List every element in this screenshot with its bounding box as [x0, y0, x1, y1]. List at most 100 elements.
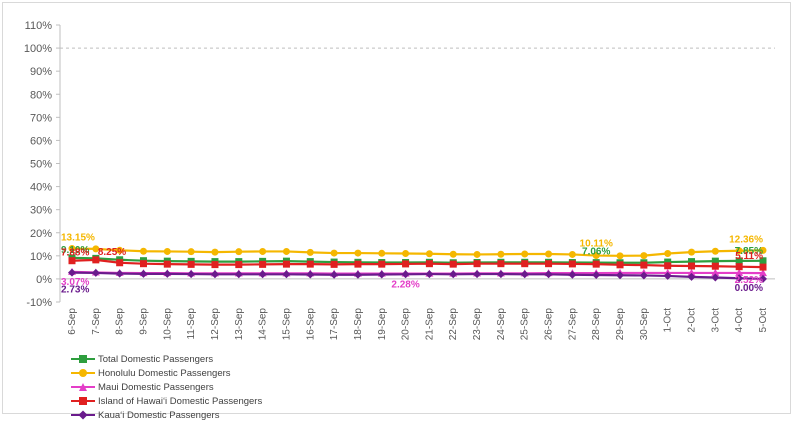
- x-tick-label: 26-Sep: [544, 308, 555, 341]
- data-point: [235, 261, 243, 269]
- data-point: [211, 248, 219, 256]
- series-line: [71, 247, 764, 257]
- legend-item: Island of Hawai‘i Domestic Passengers: [71, 394, 262, 408]
- x-tick-label: 18-Sep: [353, 308, 364, 341]
- legend-item: Honolulu Domestic Passengers: [71, 366, 262, 380]
- data-point: [711, 268, 720, 276]
- data-point: [664, 262, 672, 270]
- data-label: 12.36%: [729, 234, 763, 245]
- data-point: [639, 271, 648, 280]
- data-point: [258, 270, 267, 279]
- x-tick-label: 10-Sep: [162, 308, 173, 341]
- x-tick-label: 29-Sep: [615, 308, 626, 341]
- data-point: [496, 270, 505, 279]
- data-point: [568, 270, 577, 279]
- legend-label: Kaua‘i Domestic Passengers: [98, 409, 220, 421]
- data-labels: 13.15%9.10%7.88% 8.25% 3.07%2.73% 2.28% 10.1…: [61, 233, 763, 296]
- data-point: [568, 260, 576, 268]
- data-point: [187, 260, 195, 268]
- data-label: 0.00%: [735, 283, 763, 294]
- x-tick-label: 28-Sep: [591, 308, 602, 341]
- data-point: [711, 262, 719, 270]
- data-point: [68, 257, 76, 265]
- data-point: [282, 247, 290, 255]
- y-tick-label: 60%: [30, 135, 52, 147]
- data-point: [330, 270, 339, 279]
- x-tick-label: 1-Oct: [663, 308, 674, 333]
- x-tick-label: 4-Oct: [734, 308, 745, 333]
- y-tick-label: 80%: [30, 89, 52, 101]
- data-point: [306, 248, 314, 256]
- data-label: 9.10%: [61, 245, 89, 256]
- series-lines: [68, 245, 767, 283]
- x-tick-label: 9-Sep: [138, 308, 149, 335]
- data-point: [139, 247, 147, 255]
- data-point: [711, 273, 720, 282]
- legend-label: Honolulu Domestic Passengers: [98, 367, 231, 379]
- data-point: [92, 256, 100, 264]
- data-point: [664, 258, 672, 266]
- data-point: [735, 257, 743, 265]
- y-tick-label: 0%: [36, 274, 52, 286]
- series-4: [68, 256, 767, 271]
- y-tick-label: -10%: [26, 297, 52, 309]
- y-axis-tick-labels: -10% 0% 10% 20% 30% 40% 50% 60% 70% 80% 90% 100% 110…: [24, 20, 52, 309]
- data-point: [759, 257, 767, 265]
- data-point: [640, 261, 648, 269]
- legend: Total Domestic Passengers Honolulu Domest…: [71, 352, 262, 422]
- data-point: [473, 250, 481, 258]
- data-point: [115, 269, 124, 278]
- data-point: [282, 260, 290, 268]
- x-tick-label: 12-Sep: [210, 308, 221, 341]
- data-point: [210, 270, 219, 279]
- line-chart: -10% 0% 10% 20% 30% 40% 50% 60% 70% 80% 90% 100% 110…: [24, 20, 775, 341]
- data-point: [235, 248, 243, 256]
- x-tick-label: 16-Sep: [305, 308, 316, 341]
- x-tick-label: 14-Sep: [258, 308, 269, 341]
- y-tick-label: 40%: [30, 182, 52, 194]
- y-tick-label: 100%: [24, 43, 52, 55]
- data-point: [425, 270, 434, 279]
- data-point: [187, 248, 195, 256]
- data-label: 3.07%: [61, 277, 89, 288]
- data-point: [163, 260, 171, 268]
- data-point: [711, 257, 719, 265]
- x-tick-label: 24-Sep: [496, 308, 507, 341]
- data-point: [259, 260, 267, 268]
- x-tick-label: 21-Sep: [424, 308, 435, 341]
- data-point: [616, 271, 625, 280]
- data-label: 2.73%: [61, 285, 89, 296]
- legend-item: Maui Domestic Passengers: [71, 380, 262, 394]
- data-point: [234, 270, 243, 279]
- x-tick-label: 15-Sep: [281, 308, 292, 341]
- data-point: [116, 259, 124, 267]
- data-point: [306, 260, 314, 268]
- x-tick-label: 11-Sep: [186, 308, 197, 340]
- data-point: [687, 268, 696, 276]
- legend-swatch: [71, 354, 95, 364]
- legend-label: Island of Hawai‘i Domestic Passengers: [98, 395, 263, 407]
- x-tick-label: 5-Oct: [758, 308, 769, 333]
- x-tick-label: 19-Sep: [377, 308, 388, 341]
- data-point: [401, 270, 410, 279]
- data-point: [759, 246, 767, 254]
- x-tick-label: 23-Sep: [472, 308, 483, 341]
- legend-item: Total Domestic Passengers: [71, 352, 262, 366]
- y-tick-label: 10%: [30, 251, 52, 263]
- data-point: [402, 250, 410, 258]
- data-point: [640, 252, 648, 260]
- data-point: [330, 249, 338, 257]
- data-label: 10.11%: [580, 239, 613, 250]
- x-tick-label: 27-Sep: [567, 308, 578, 341]
- data-point: [425, 250, 433, 258]
- data-point: [330, 260, 338, 268]
- data-point: [354, 260, 362, 268]
- data-point: [377, 270, 386, 279]
- legend-swatch: [71, 396, 95, 406]
- y-tick-label: 90%: [30, 66, 52, 78]
- data-label: 2.28%: [391, 280, 419, 291]
- x-tick-label: 20-Sep: [401, 308, 412, 341]
- data-label: 13.15%: [61, 233, 95, 244]
- data-point: [711, 247, 719, 255]
